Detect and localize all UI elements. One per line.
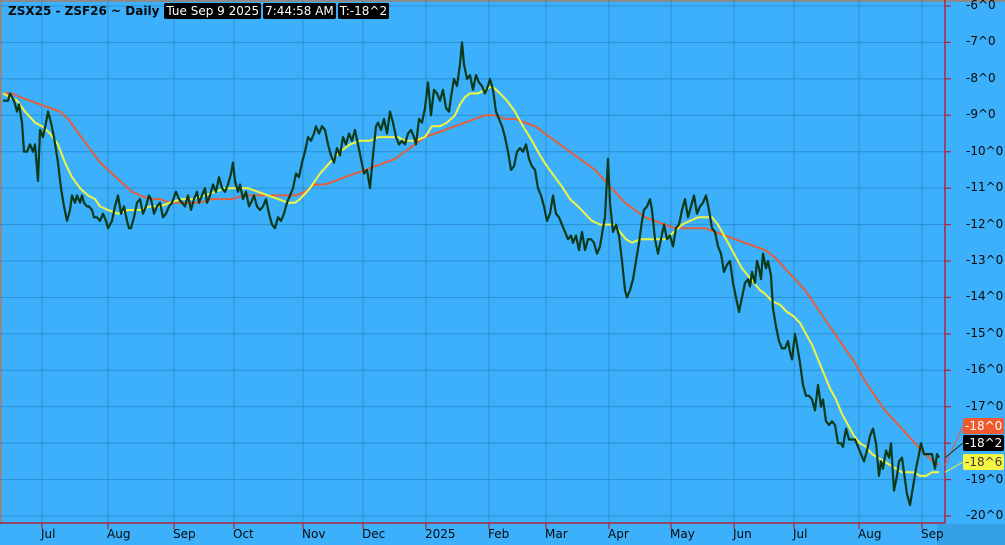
x-tick-label: May xyxy=(670,527,695,541)
y-tick-label: -17^0 xyxy=(966,398,1004,413)
y-tick-label: -10^0 xyxy=(966,143,1004,158)
time-box: 7:44:58 AM xyxy=(263,3,336,19)
x-tick-label: Sep xyxy=(921,527,944,541)
grid-lines xyxy=(0,0,945,523)
y-tick-label: -11^0 xyxy=(966,180,1004,195)
x-tick-label: Mar xyxy=(545,527,568,541)
x-tick-label: Jul xyxy=(41,527,56,541)
x-tick-label: Oct xyxy=(233,527,254,541)
x-tick-label: Feb xyxy=(488,527,510,541)
slow-ma-line xyxy=(3,92,940,466)
y-tick-label: -13^0 xyxy=(966,253,1004,267)
x-tick-label: Jul xyxy=(793,527,808,541)
y-tick-label: -6^0 xyxy=(966,0,996,12)
price-line xyxy=(3,41,940,507)
chart-title: ZSX25 - ZSF26 ~ Daily xyxy=(8,4,160,18)
fast-ma-line xyxy=(2,85,939,477)
y-tick-label: -12^0 xyxy=(966,216,1004,231)
x-tick-label: Sep xyxy=(173,527,196,541)
y-tick-label: -20^0 xyxy=(966,508,1004,523)
y-tick-label: -8^0 xyxy=(966,70,996,85)
x-tick-label: Dec xyxy=(362,527,386,541)
y-tick-label: -16^0 xyxy=(966,362,1004,377)
x-tick-label: Jun xyxy=(733,527,752,541)
top-border xyxy=(0,0,1005,2)
price-value-tag: -18^2 xyxy=(963,435,1005,451)
y-tick-label: -14^0 xyxy=(966,289,1004,304)
axis-corner xyxy=(937,524,1005,545)
x-tick-label: Nov xyxy=(302,527,326,541)
axes xyxy=(0,0,964,529)
slow-ma-value-tag: -18^0 xyxy=(963,418,1005,434)
y-tick-label: -9^0 xyxy=(966,107,996,122)
x-tick-label: Aug xyxy=(107,527,131,541)
date-box: Tue Sep 9 2025 xyxy=(164,3,262,19)
x-tick-label: Aug xyxy=(858,527,882,541)
y-tick-label: -7^0 xyxy=(966,34,996,49)
last-price-box: T:-18^2 xyxy=(337,3,390,19)
y-tick-label: -15^0 xyxy=(966,325,1004,340)
x-tick-label: 2025 xyxy=(425,527,456,541)
x-tick-label: Apr xyxy=(608,527,629,541)
fast-ma-value-tag: -18^6 xyxy=(963,454,1005,470)
chart-header: ZSX25 - ZSF26 ~ Daily Tue Sep 9 2025 7:4… xyxy=(8,3,390,19)
y-tick-label: -19^0 xyxy=(966,471,1004,486)
series-lines xyxy=(2,41,940,507)
